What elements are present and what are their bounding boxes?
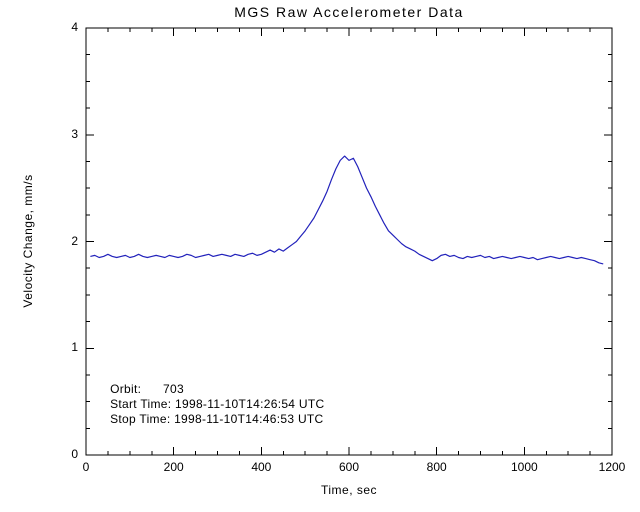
annotation-line: Start Time: 1998-11-10T14:26:54 UTC: [110, 396, 325, 411]
x-axis-label: Time, sec: [320, 483, 378, 497]
x-tick-label: 1000: [510, 460, 538, 474]
x-tick-label: 0: [82, 460, 90, 474]
x-tick-label: 600: [338, 460, 360, 474]
x-tick-label: 400: [251, 460, 272, 474]
annotation-line: Orbit: 703: [110, 381, 184, 396]
y-tick-label: 3: [71, 126, 78, 141]
annotation-line: Stop Time: 1998-11-10T14:46:53 UTC: [110, 411, 324, 426]
y-tick-label: 1: [71, 340, 78, 355]
y-tick-label: 4: [71, 20, 78, 34]
x-tick-label: 800: [426, 460, 447, 474]
x-tick-label: 1200: [598, 460, 626, 474]
chart-title: MGS Raw Accelerometer Data: [234, 4, 464, 20]
x-tick-label: 200: [163, 460, 184, 474]
y-axis-label: Velocity Change, mm/s: [21, 174, 35, 308]
y-tick-label: 2: [71, 233, 78, 248]
y-tick-label: 0: [71, 447, 78, 461]
